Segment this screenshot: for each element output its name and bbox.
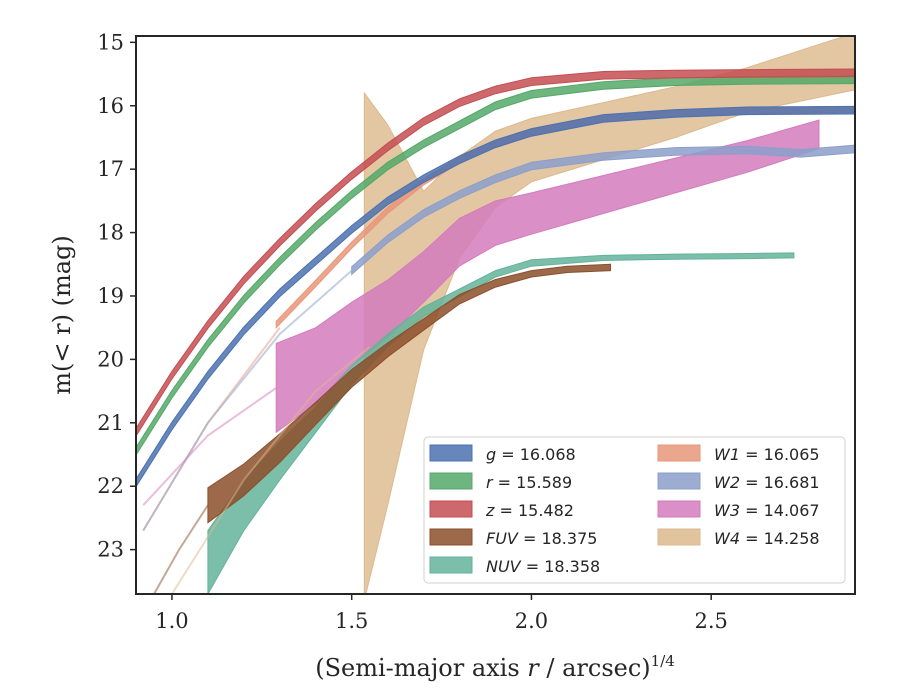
x-tick-label: 1.0 xyxy=(155,609,188,633)
band-w2 xyxy=(351,144,855,276)
faint-line xyxy=(142,387,277,506)
y-tick-label: 18 xyxy=(97,221,124,245)
legend-label-nuv: NUV = 18.358 xyxy=(486,557,600,576)
x-axis-label-suffix: / arcsec) xyxy=(539,654,651,682)
y-axis-label: m(< r) (mag) xyxy=(48,235,76,394)
faint-line xyxy=(142,269,353,532)
faint-line xyxy=(153,504,209,594)
legend-swatch-r xyxy=(429,472,473,490)
legend-box xyxy=(423,436,846,584)
x-tick-label: 2.5 xyxy=(694,609,727,633)
y-tick-label: 23 xyxy=(97,538,124,562)
y-tick-label: 22 xyxy=(97,474,124,498)
legend-label-w1: W1 = 16.065 xyxy=(714,445,820,464)
legend-label-g: g = 16.068 xyxy=(486,445,576,464)
legend-swatch-w3 xyxy=(657,500,701,518)
band-g xyxy=(136,105,855,488)
y-tick-label: 17 xyxy=(97,157,124,181)
legend-label-w2: W2 = 16.681 xyxy=(714,473,820,492)
legend-label-w3: W3 = 14.067 xyxy=(714,501,820,520)
legend-swatch-w1 xyxy=(657,444,701,462)
legend-swatch-z xyxy=(429,500,473,518)
band-z xyxy=(136,68,855,438)
x-tick-label: 2.0 xyxy=(515,609,548,633)
x-axis-label: (Semi-major axis r / arcsec)1/4 xyxy=(315,652,675,682)
y-tick-label: 21 xyxy=(97,411,124,435)
plot-frame xyxy=(135,35,856,595)
x-axis-label-var: r xyxy=(527,654,540,682)
x-axis-label-exponent: 1/4 xyxy=(651,652,675,670)
y-tick-label: 16 xyxy=(97,94,124,118)
legend-label-fuv: FUV = 18.375 xyxy=(486,529,597,548)
y-tick-label: 19 xyxy=(97,284,124,308)
legend-swatch-w2 xyxy=(657,472,701,490)
legend-swatch-nuv xyxy=(429,556,473,574)
y-tick-label: 20 xyxy=(97,347,124,371)
legend-swatch-w4 xyxy=(657,528,701,546)
legend-label-r: r = 15.589 xyxy=(486,473,572,492)
legend-label-w4: W4 = 14.258 xyxy=(714,529,820,548)
y-tick-label: 15 xyxy=(97,30,124,54)
band-r xyxy=(136,75,855,457)
x-axis-label-prefix: (Semi-major axis xyxy=(315,654,527,682)
band-nuv xyxy=(207,252,795,594)
band-fuv xyxy=(207,263,611,524)
faint-line xyxy=(171,345,371,594)
legend-swatch-fuv xyxy=(429,528,473,546)
legend: g = 16.068 r = 15.589 z = 15.482 FUV = 18.3… xyxy=(423,436,846,584)
legend-swatch-g xyxy=(429,444,473,462)
legend-label-z: z = 15.482 xyxy=(485,501,574,520)
x-tick-label: 1.5 xyxy=(335,609,368,633)
